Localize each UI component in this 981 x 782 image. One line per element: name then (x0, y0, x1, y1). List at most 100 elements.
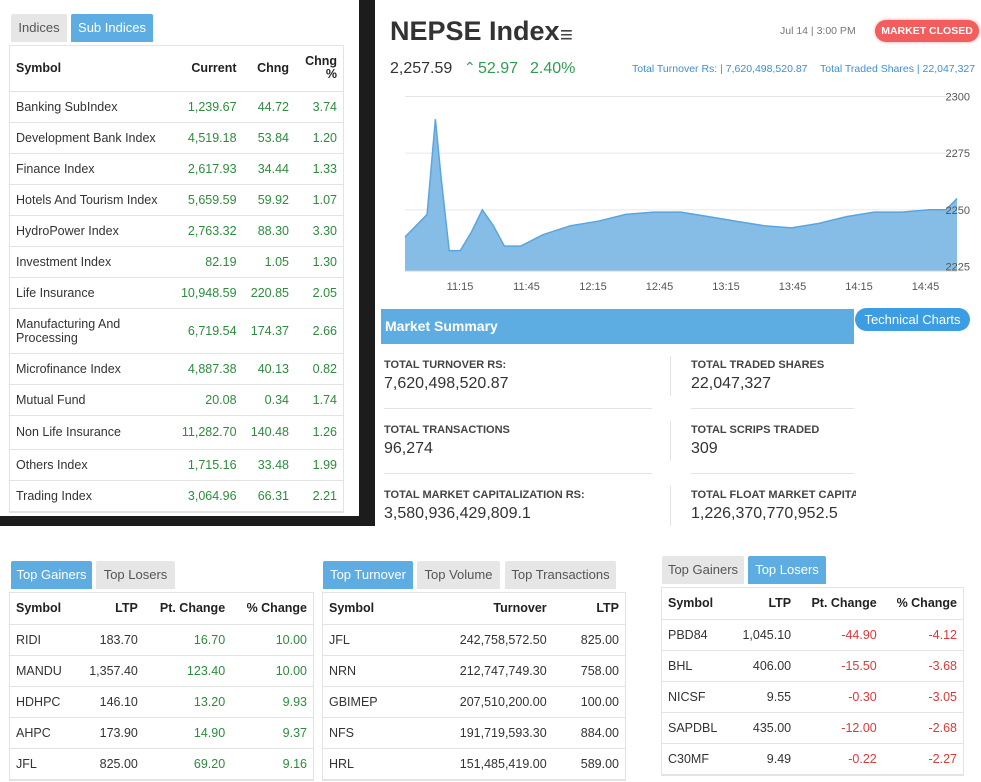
symbol-cell[interactable]: RIDI (10, 624, 76, 656)
col-chng: Chng (242, 46, 295, 92)
index-percent: 2.40% (530, 60, 576, 77)
symbol-cell[interactable]: JFL (323, 624, 411, 656)
index-name-cell[interactable]: HydroPower Index (10, 215, 172, 247)
index-name-cell[interactable]: Investment Index (10, 246, 172, 278)
pct-change-cell: 9.37 (231, 717, 313, 749)
table-row[interactable]: JFL 242,758,572.50 825.00 (323, 624, 625, 656)
table-row[interactable]: MANDU 1,357.40 123.40 10.00 (10, 655, 313, 687)
table-row[interactable]: GBIMEP 207,510,200.00 100.00 (323, 686, 625, 718)
table-row[interactable]: Banking SubIndex 1,239.67 44.72 3.74 (10, 91, 343, 123)
symbol-cell[interactable]: AHPC (10, 717, 76, 749)
pt-change-cell: -12.00 (797, 712, 883, 744)
change-cell: 0.34 (242, 384, 295, 416)
table-row[interactable]: PBD84 1,045.10 -44.90 -4.12 (662, 619, 963, 651)
table-row[interactable]: SAPDBL 435.00 -12.00 -2.68 (662, 712, 963, 744)
table-row[interactable]: NRN 212,747,749.30 758.00 (323, 655, 625, 687)
pct-change-cell: -3.05 (882, 681, 963, 713)
tab-top-transactions[interactable]: Top Transactions (505, 561, 616, 589)
index-name-cell[interactable]: Trading Index (10, 480, 172, 512)
symbol-cell[interactable]: BHL (662, 650, 730, 682)
table-row[interactable]: Finance Index 2,617.93 34.44 1.33 (10, 153, 343, 185)
change-pct-cell: 1.20 (295, 122, 343, 154)
table-row[interactable]: NICSF 9.55 -0.30 -3.05 (662, 681, 963, 713)
index-name-cell[interactable]: Banking SubIndex (10, 91, 172, 123)
traded-shares-link[interactable]: Total Traded Shares | 22,047,327 (820, 63, 976, 75)
symbol-cell[interactable]: NRN (323, 655, 411, 687)
tab-top-losers[interactable]: Top Losers (748, 556, 826, 584)
table-row[interactable]: Hotels And Tourism Index 5,659.59 59.92 1.0… (10, 184, 343, 216)
table-row[interactable]: Non Life Insurance 11,282.70 140.48 1.26 (10, 415, 343, 450)
table-row[interactable]: Microfinance Index 4,887.38 40.13 0.82 (10, 353, 343, 385)
current-cell: 4,519.18 (172, 122, 243, 154)
tab-indices[interactable]: Indices (11, 14, 67, 42)
table-row[interactable]: Development Bank Index 4,519.18 53.84 1.20 (10, 122, 343, 154)
table-row[interactable]: JFL 825.00 69.20 9.16 (10, 748, 313, 780)
table-row[interactable]: Trading Index 3,064.96 66.31 2.21 (10, 480, 343, 512)
current-cell: 11,282.70 (172, 415, 243, 450)
table-row[interactable]: HydroPower Index 2,763.32 88.30 3.30 (10, 215, 343, 247)
index-name-cell[interactable]: Manufacturing And Processing (10, 308, 172, 354)
summary-label: TOTAL MARKET CAPITALIZATION RS: (384, 489, 585, 501)
divider (691, 408, 854, 409)
symbol-cell[interactable]: GBIMEP (323, 686, 411, 718)
tab-sub-indices[interactable]: Sub Indices (71, 14, 153, 42)
gainers-table: Symbol LTP Pt. Change % Change RIDI 183.7… (10, 593, 313, 780)
current-cell: 2,763.32 (172, 215, 243, 247)
symbol-cell[interactable]: JFL (10, 748, 76, 780)
change-cell: 1.05 (242, 246, 295, 278)
menu-icon[interactable]: ≡ (560, 22, 573, 47)
table-row[interactable]: Life Insurance 10,948.59 220.85 2.05 (10, 277, 343, 309)
ltp-cell: 146.10 (75, 686, 144, 718)
table-row[interactable]: RIDI 183.70 16.70 10.00 (10, 624, 313, 656)
tab-top-turnover[interactable]: Top Turnover (323, 561, 413, 589)
pct-change-cell: 9.16 (231, 748, 313, 780)
index-name-cell[interactable]: Mutual Fund (10, 384, 172, 416)
index-name-cell[interactable]: Hotels And Tourism Index (10, 184, 172, 216)
ltp-cell: 758.00 (552, 655, 625, 687)
index-name-cell[interactable]: Development Bank Index (10, 122, 172, 154)
index-name-cell[interactable]: Microfinance Index (10, 353, 172, 385)
turnover-table: Symbol Turnover LTP JFL 242,758,572.50 825… (323, 593, 625, 780)
index-name-cell[interactable]: Others Index (10, 449, 172, 481)
index-name-cell[interactable]: Non Life Insurance (10, 415, 172, 450)
table-row[interactable]: HDHPC 146.10 13.20 9.93 (10, 686, 313, 718)
index-name-cell[interactable]: Finance Index (10, 153, 172, 185)
technical-charts-button[interactable]: Technical Charts (855, 308, 970, 331)
symbol-cell[interactable]: NFS (323, 717, 411, 749)
symbol-cell[interactable]: C30MF (662, 743, 730, 775)
table-row[interactable]: Mutual Fund 20.08 0.34 1.74 (10, 384, 343, 416)
turnover-cell: 151,485,419.00 (410, 748, 553, 780)
table-row[interactable]: C30MF 9.49 -0.22 -2.27 (662, 743, 963, 775)
index-name-cell[interactable]: Life Insurance (10, 277, 172, 309)
turnover-cell: 242,758,572.50 (410, 624, 553, 656)
table-row[interactable]: NFS 191,719,593.30 884.00 (323, 717, 625, 749)
symbol-cell[interactable]: MANDU (10, 655, 76, 687)
col-pct-change: % Change (882, 588, 963, 620)
change-cell: 88.30 (242, 215, 295, 247)
tab-top-volume[interactable]: Top Volume (417, 561, 500, 589)
symbol-cell[interactable]: PBD84 (662, 619, 730, 651)
symbol-cell[interactable]: HDHPC (10, 686, 76, 718)
table-row[interactable]: Manufacturing And Processing 6,719.54 174.… (10, 308, 343, 354)
table-row[interactable]: Others Index 1,715.16 33.48 1.99 (10, 449, 343, 481)
tab-top-gainers[interactable]: Top Gainers (11, 561, 92, 589)
symbol-cell[interactable]: NICSF (662, 681, 730, 713)
summary-value: 96,274 (384, 440, 433, 457)
table-row[interactable]: Investment Index 82.19 1.05 1.30 (10, 246, 343, 278)
change-cell: 66.31 (242, 480, 295, 512)
table-row[interactable]: HRL 151,485,419.00 589.00 (323, 748, 625, 780)
up-arrow-icon: ⌃ (464, 59, 476, 75)
turnover-cell: 191,719,593.30 (410, 717, 553, 749)
symbol-cell[interactable]: HRL (323, 748, 411, 780)
table-row[interactable]: AHPC 173.90 14.90 9.37 (10, 717, 313, 749)
x-tick-label: 14:15 (845, 281, 873, 293)
tab-top-losers[interactable]: Top Losers (96, 561, 175, 589)
tab-top-gainers[interactable]: Top Gainers (662, 556, 744, 584)
page-title: NEPSE Index (390, 16, 560, 46)
turnover-link[interactable]: Total Turnover Rs: | 7,620,498,520.87 (632, 63, 808, 75)
ltp-cell: 589.00 (552, 748, 625, 780)
symbol-cell[interactable]: SAPDBL (662, 712, 730, 744)
table-row[interactable]: BHL 406.00 -15.50 -3.68 (662, 650, 963, 682)
summary-item: TOTAL TRADED SHARES 22,047,327 (691, 359, 824, 393)
x-tick-label: 13:15 (712, 281, 740, 293)
